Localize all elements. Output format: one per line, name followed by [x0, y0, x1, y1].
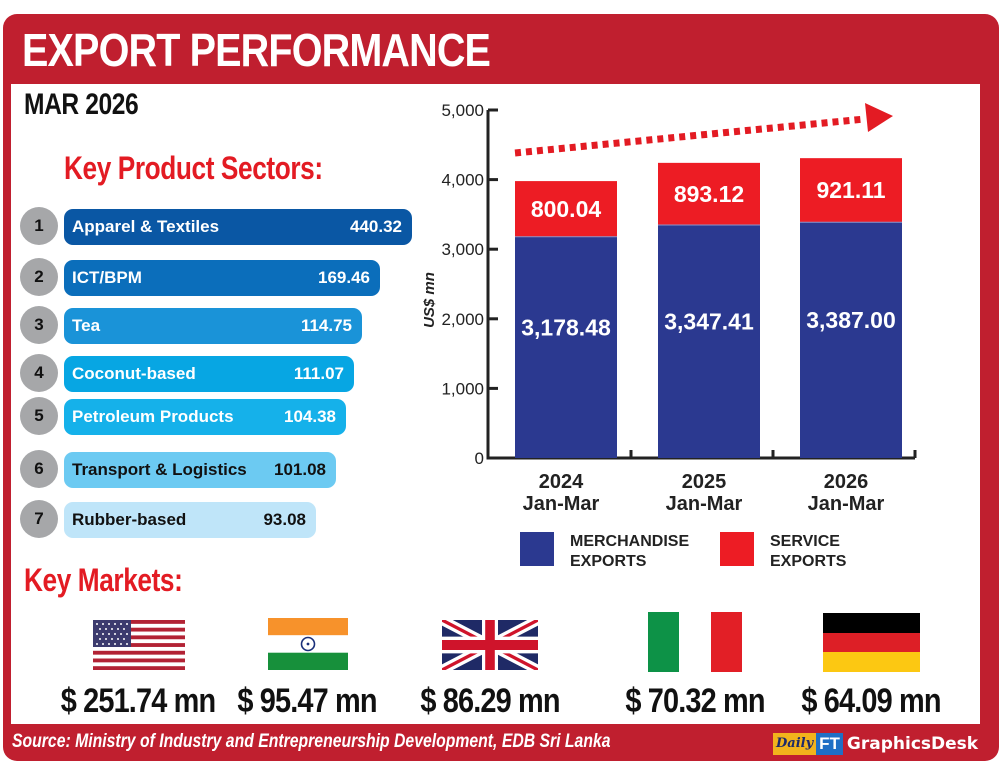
- sector-name: Tea: [72, 316, 101, 335]
- x-tick-label-period: Jan-Mar: [666, 493, 743, 515]
- sectors-title: Key Product Sectors:: [64, 150, 323, 186]
- y-tick-label: 4,000: [441, 171, 484, 190]
- legend-service: SERVICE EXPORTS: [720, 532, 920, 572]
- markets-title: Key Markets:: [24, 562, 183, 598]
- y-tick-label: 5,000: [441, 101, 484, 120]
- sector-value: 93.08: [263, 510, 306, 529]
- us-flag-icon: [93, 620, 185, 670]
- uk-flag-icon: [442, 620, 538, 670]
- trend-arrow-head-icon: [865, 103, 893, 132]
- bar-label-merchandise: 3,347.41: [664, 309, 754, 335]
- sector-rank-badge: 2: [20, 258, 58, 296]
- sector-bar: Transport & Logistics 101.08: [64, 452, 336, 488]
- market-value: $ 95.47 mn: [237, 682, 377, 720]
- bar-merchandise: [800, 222, 902, 458]
- bar-label-service: 800.04: [531, 196, 602, 222]
- source-note: Source: Ministry of Industry and Entrepr…: [12, 731, 611, 752]
- legend-label-merchandise: MERCHANDISE EXPORTS: [570, 533, 690, 570]
- bar-service: [800, 158, 902, 223]
- sector-bar: Apparel & Textiles 440.32: [64, 209, 412, 245]
- market-value: $ 70.32 mn: [625, 682, 765, 720]
- graphicsdesk-logo: Daily FT GraphicsDesk: [773, 733, 978, 755]
- x-tick-label-period: Jan-Mar: [808, 493, 885, 515]
- sector-bar: Rubber-based 93.08: [64, 502, 316, 538]
- sector-name: Petroleum Products: [72, 407, 234, 426]
- sector-value: 104.38: [284, 407, 336, 426]
- market-value: $ 251.74 mn: [60, 682, 216, 720]
- bar-service: [515, 181, 617, 237]
- legend-swatch-merchandise: [520, 532, 554, 566]
- bar-merchandise: [515, 236, 617, 458]
- sector-bar: ICT/BPM 169.46: [64, 260, 380, 296]
- x-tick-label-period: Jan-Mar: [523, 493, 600, 515]
- india-flag-icon: [268, 618, 348, 670]
- y-tick-label: 2,000: [441, 310, 484, 329]
- x-tick-label-year: 2024: [539, 471, 584, 493]
- logo-daily: Daily: [773, 733, 817, 755]
- export-chart: 0 1,000 2,000 3,000 4,000 5,000 US$ mn 3,178.48…: [421, 101, 917, 515]
- page-title: EXPORT PERFORMANCE: [22, 24, 491, 76]
- sector-bar: Coconut-based 111.07: [64, 356, 354, 392]
- sector-rank-badge: 6: [20, 450, 58, 488]
- bar-merchandise: [658, 225, 760, 458]
- sector-value: 440.32: [350, 217, 402, 236]
- bar-label-service: 921.11: [816, 177, 885, 203]
- bar-label-merchandise: 3,178.48: [521, 314, 611, 340]
- sector-bar: Petroleum Products 104.38: [64, 399, 346, 435]
- y-tick-label: 0: [475, 449, 484, 468]
- bar-service: [658, 162, 760, 226]
- x-tick-label-year: 2026: [824, 471, 869, 493]
- sector-bar: Tea 114.75: [64, 308, 362, 344]
- period-label: MAR 2026: [24, 88, 139, 121]
- market-value: $ 64.09 mn: [801, 682, 941, 720]
- sector-value: 169.46: [318, 268, 370, 287]
- sector-rank-badge: 5: [20, 397, 58, 435]
- sector-value: 111.07: [293, 364, 344, 383]
- sector-rank-badge: 4: [20, 354, 58, 392]
- y-tick-label: 1,000: [441, 379, 484, 398]
- legend-label-service: SERVICE EXPORTS: [770, 533, 847, 570]
- bar-label-service: 893.12: [674, 181, 744, 207]
- italy-flag-icon: [648, 612, 742, 672]
- logo-graphicsdesk: GraphicsDesk: [846, 734, 979, 754]
- sector-name: Rubber-based: [72, 510, 187, 529]
- sector-value: 114.75: [300, 316, 352, 335]
- legend-merchandise: MERCHANDISE EXPORTS: [520, 532, 720, 572]
- sector-name: ICT/BPM: [72, 268, 142, 287]
- sector-value: 101.08: [274, 460, 326, 479]
- germany-flag-icon: [823, 613, 920, 672]
- market-value: $ 86.29 mn: [420, 682, 560, 720]
- trend-arrow-line: [514, 115, 866, 157]
- bar-label-merchandise: 3,387.00: [806, 307, 896, 333]
- sector-rank-badge: 1: [20, 207, 58, 245]
- x-tick-label-year: 2025: [682, 471, 727, 493]
- y-tick-label: 3,000: [441, 240, 484, 259]
- sector-rank-badge: 3: [20, 306, 58, 344]
- y-axis-label: US$ mn: [421, 272, 438, 328]
- sector-name: Apparel & Textiles: [72, 217, 220, 236]
- sector-name: Transport & Logistics: [72, 460, 247, 479]
- logo-ft: FT: [816, 733, 843, 755]
- sector-rank-badge: 7: [20, 500, 58, 538]
- legend-swatch-service: [720, 532, 754, 566]
- sector-name: Coconut-based: [72, 364, 196, 383]
